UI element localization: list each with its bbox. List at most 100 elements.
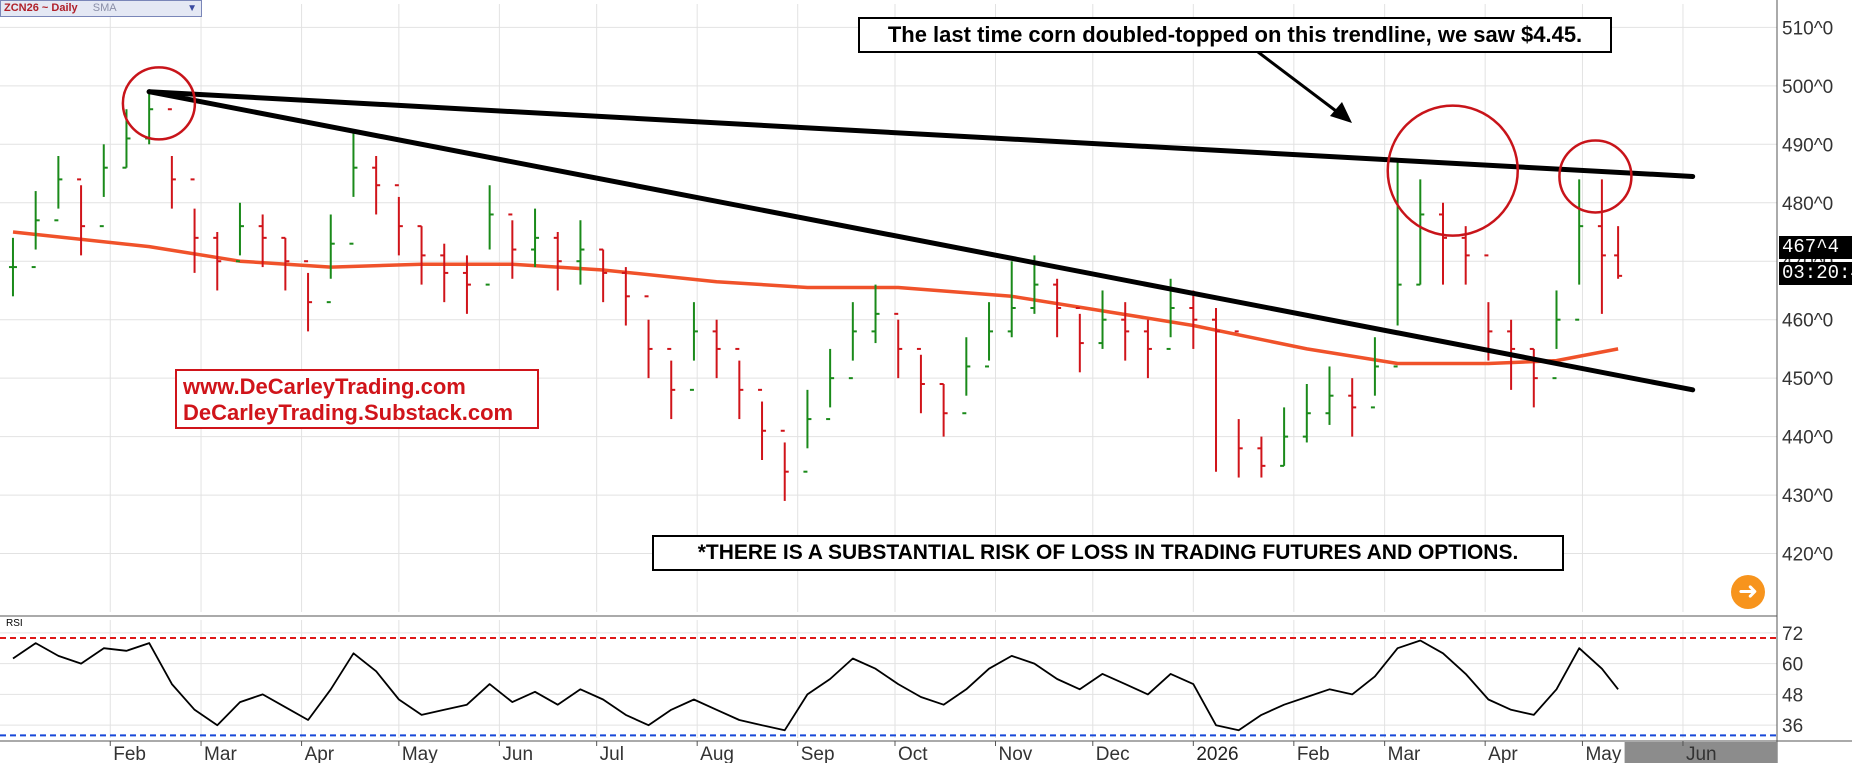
ohlc-bar — [1302, 384, 1311, 443]
annotation-arrow — [1257, 50, 1352, 123]
price-tick-label: 510^0 — [1782, 18, 1833, 39]
rsi-tick-label: 72 — [1782, 624, 1803, 645]
ohlc-bar — [99, 144, 108, 228]
ohlc-bar — [894, 312, 903, 379]
ohlc-bar — [1234, 330, 1243, 478]
month-label: May — [402, 744, 438, 763]
ohlc-bar — [394, 184, 403, 256]
highlight-circles-layer — [121, 66, 1633, 237]
ohlc-bar — [1121, 302, 1130, 361]
ohlc-bar — [326, 214, 335, 304]
highlight-circle — [1386, 104, 1519, 237]
ohlc-bar — [440, 243, 449, 303]
ohlc-bar — [372, 156, 381, 215]
bar-countdown-badge: 03:20:4 — [1779, 262, 1852, 285]
ohlc-bar — [1257, 436, 1266, 478]
price-tick-label: 490^0 — [1782, 135, 1833, 156]
ohlc-bar — [417, 225, 426, 285]
ohlc-bar — [77, 178, 86, 256]
ohlc-bar — [1143, 319, 1152, 379]
symbol-selector[interactable]: ZCN26 ~ Daily SMA ▼ — [0, 0, 202, 17]
ohlc-bar — [1439, 202, 1448, 285]
ohlc-bar — [871, 284, 880, 344]
ohlc-bar — [1461, 226, 1470, 285]
month-label: Aug — [700, 744, 734, 763]
trendline — [146, 89, 1696, 393]
ohlc-bar — [1575, 179, 1584, 321]
ohlc-bar — [508, 213, 517, 279]
risk-disclaimer: *THERE IS A SUBSTANTIAL RISK OF LOSS IN … — [652, 535, 1564, 571]
ohlc-bar — [54, 156, 63, 222]
ohlc-bar — [667, 347, 676, 420]
ohlc-bars-layer — [8, 91, 1623, 501]
ohlc-bar — [1325, 366, 1334, 425]
ohlc-bar — [281, 236, 290, 291]
sma-line — [12, 230, 1619, 366]
month-label: Jul — [600, 744, 624, 763]
price-tick-label: 480^0 — [1782, 194, 1833, 215]
ohlc-bar — [712, 319, 721, 379]
ohlc-bar — [304, 260, 313, 332]
ohlc-bar — [621, 267, 630, 326]
ohlc-bar — [1416, 179, 1425, 286]
ohlc-bar — [780, 429, 789, 501]
chart-grid — [0, 4, 1777, 738]
promo-box: www.DeCarleyTrading.com DeCarleyTrading.… — [175, 369, 539, 429]
price-tick-label: 460^0 — [1782, 311, 1833, 332]
ohlc-bar — [531, 208, 540, 268]
rsi-tick-label: 60 — [1782, 655, 1803, 676]
caret-down-icon[interactable]: ▼ — [187, 3, 197, 14]
ohlc-bar — [689, 302, 698, 391]
ohlc-bar — [576, 220, 585, 285]
study-label: SMA — [92, 2, 117, 14]
ohlc-bar — [1053, 278, 1062, 338]
trendlines-layer — [146, 89, 1696, 393]
ohlc-bar — [916, 347, 925, 414]
rsi-tick-label: 36 — [1782, 716, 1803, 737]
price-tick-label: 450^0 — [1782, 369, 1833, 390]
month-label: Jun — [1686, 744, 1717, 763]
ohlc-bar — [939, 383, 948, 437]
ohlc-bar — [1393, 161, 1402, 368]
ohlc-bar — [31, 191, 40, 269]
rsi-tick-label: 48 — [1782, 685, 1803, 706]
ohlc-bar — [758, 388, 767, 460]
month-label: Mar — [204, 744, 237, 763]
month-label: Dec — [1096, 744, 1130, 763]
month-label: Feb — [1297, 744, 1330, 763]
price-tick-label: 420^0 — [1782, 545, 1833, 566]
ohlc-bar — [462, 255, 471, 314]
month-label: Sep — [801, 744, 835, 763]
arrow-head — [1330, 102, 1352, 123]
ohlc-bar — [803, 389, 812, 473]
ohlc-bar — [985, 302, 994, 368]
ohlc-bar — [8, 237, 17, 297]
ohlc-bar — [1280, 407, 1289, 467]
highlight-circle — [1558, 139, 1633, 214]
promo-website: www.DeCarleyTrading.com — [183, 374, 466, 399]
ohlc-bar — [1552, 290, 1561, 380]
month-label: May — [1585, 744, 1621, 763]
ohlc-bar — [1597, 179, 1606, 314]
arrow-shaft — [1257, 50, 1341, 116]
month-label: Apr — [305, 744, 335, 763]
price-tick-label: 500^0 — [1782, 77, 1833, 98]
month-label: 2026 — [1196, 744, 1238, 763]
ohlc-bar — [826, 348, 835, 421]
ohlc-bar — [1348, 378, 1357, 437]
rsi-title: RSI — [6, 618, 23, 629]
ohlc-bar — [1614, 226, 1623, 279]
month-label: Apr — [1488, 744, 1518, 763]
promo-substack: DeCarleyTrading.Substack.com — [183, 400, 514, 425]
price-tick-label: 440^0 — [1782, 428, 1833, 449]
ohlc-bar — [848, 302, 857, 380]
month-label: Oct — [898, 744, 928, 763]
trendline-note: The last time corn doubled-topped on thi… — [858, 17, 1612, 53]
ohlc-bar — [213, 232, 222, 291]
month-label: Feb — [113, 744, 146, 763]
arrow-right-icon[interactable]: ➜ — [1731, 575, 1765, 609]
rsi-panel: RSI — [0, 618, 1777, 737]
ohlc-bar — [1370, 337, 1379, 409]
ohlc-bar — [735, 347, 744, 420]
last-price-badge: 467^4 — [1779, 236, 1852, 259]
